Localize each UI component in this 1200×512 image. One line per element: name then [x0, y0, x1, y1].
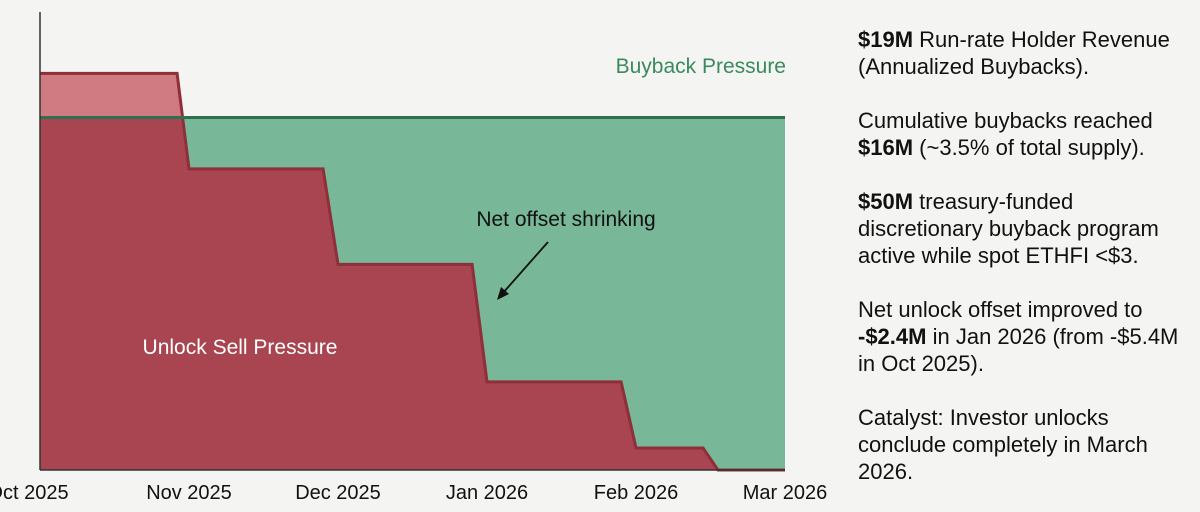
- note-highlight: -$2.4M: [858, 324, 927, 349]
- note-item: Catalyst: Investor unlocks conclude comp…: [858, 404, 1194, 485]
- note-text: Cumulative buybacks reached: [858, 108, 1153, 133]
- x-tick-label: Mar 2026: [743, 482, 828, 504]
- note-item: Cumulative buybacks reached $16M (~3.5% …: [858, 107, 1194, 161]
- unlock-sell-pressure-label: Unlock Sell Pressure: [143, 336, 338, 359]
- annotation-arrow: [497, 241, 549, 300]
- unlock-sell-pressure-line: [40, 71, 785, 472]
- note-item: $50M treasury-funded discretionary buyba…: [858, 188, 1194, 269]
- note-text: Net unlock offset improved to: [858, 297, 1143, 322]
- note-text: Catalyst: Investor unlocks conclude comp…: [858, 405, 1148, 484]
- x-tick-label: Jan 2026: [446, 482, 528, 504]
- note-text: treasury-funded discretionary buyback pr…: [858, 189, 1159, 268]
- note-text: Run-rate Holder Revenue (Annualized Buyb…: [858, 27, 1170, 79]
- x-tick-label: Nov 2025: [146, 482, 232, 504]
- chart: Oct 2025 Nov 2025 Dec 2025 Jan 2026 Feb 2026…: [0, 12, 828, 504]
- unlock-sell-pressure-area: [40, 73, 785, 471]
- x-tick-label: Oct 2025: [0, 482, 69, 504]
- x-tick-label: Dec 2025: [295, 482, 381, 504]
- note-highlight: $16M: [858, 135, 914, 160]
- excess-sell-pressure-band: [40, 73, 178, 118]
- net-offset-annotation: Net offset shrinking: [476, 208, 655, 231]
- note-text: (~3.5% of total supply).: [913, 135, 1145, 160]
- x-tick-label: Feb 2026: [594, 482, 679, 504]
- note-item: $19M Run-rate Holder Revenue (Annualized…: [858, 26, 1194, 80]
- key-notes-panel: $19M Run-rate Holder Revenue (Annualized…: [858, 26, 1194, 512]
- note-highlight: $19M: [858, 27, 914, 52]
- buyback-pressure-label: Buyback Pressure: [616, 55, 786, 78]
- note-highlight: $50M: [858, 189, 914, 214]
- note-text: in Jan 2026 (from -$5.4M in Oct 2025).: [858, 324, 1179, 376]
- note-item: Net unlock offset improved to -$2.4M in …: [858, 296, 1194, 377]
